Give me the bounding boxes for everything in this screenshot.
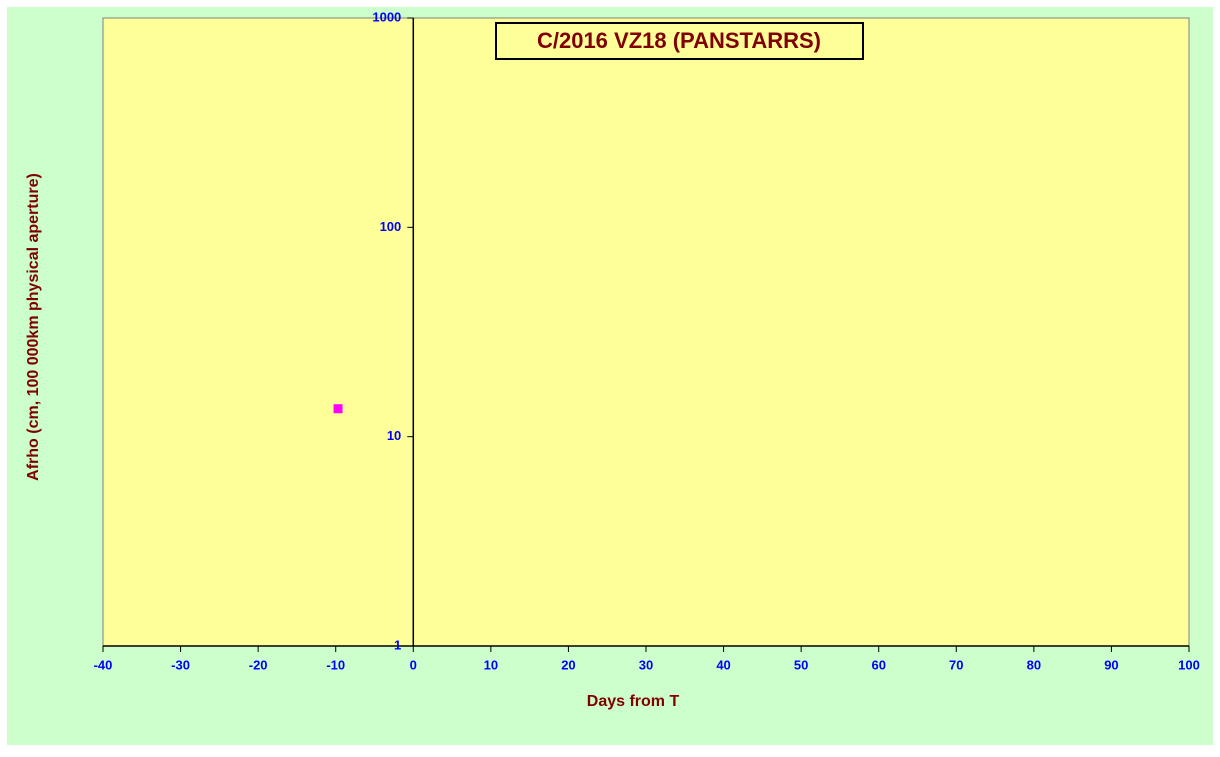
x-tick-label: 60 [871, 657, 885, 672]
x-tick-label: 10 [484, 657, 498, 672]
y-tick-label: 100 [380, 219, 402, 234]
x-tick-label: -20 [249, 657, 268, 672]
title-box [495, 22, 864, 60]
x-tick-label: -40 [94, 657, 113, 672]
y-tick-label: 10 [387, 428, 401, 443]
x-tick-label: 70 [949, 657, 963, 672]
x-tick-label: 40 [716, 657, 730, 672]
x-tick-label: 50 [794, 657, 808, 672]
x-tick-label: 80 [1027, 657, 1041, 672]
y-tick-label: 1 [394, 637, 401, 652]
y-tick-label: 1000 [372, 9, 401, 24]
plot-area [102, 17, 1190, 647]
x-tick-label: -10 [326, 657, 345, 672]
chart-title: C/2016 VZ18 (PANSTARRS) [537, 28, 821, 53]
y-axis-label: Afrho (cm, 100 000km physical aperture) [25, 173, 42, 481]
x-tick-label: 20 [561, 657, 575, 672]
x-tick-label: 100 [1178, 657, 1200, 672]
x-tick-label: -30 [171, 657, 190, 672]
x-tick-label: 0 [410, 657, 417, 672]
x-tick-label: 90 [1104, 657, 1118, 672]
x-tick-label: 30 [639, 657, 653, 672]
x-axis-label: Days from T [587, 693, 680, 710]
data-point [333, 404, 343, 414]
